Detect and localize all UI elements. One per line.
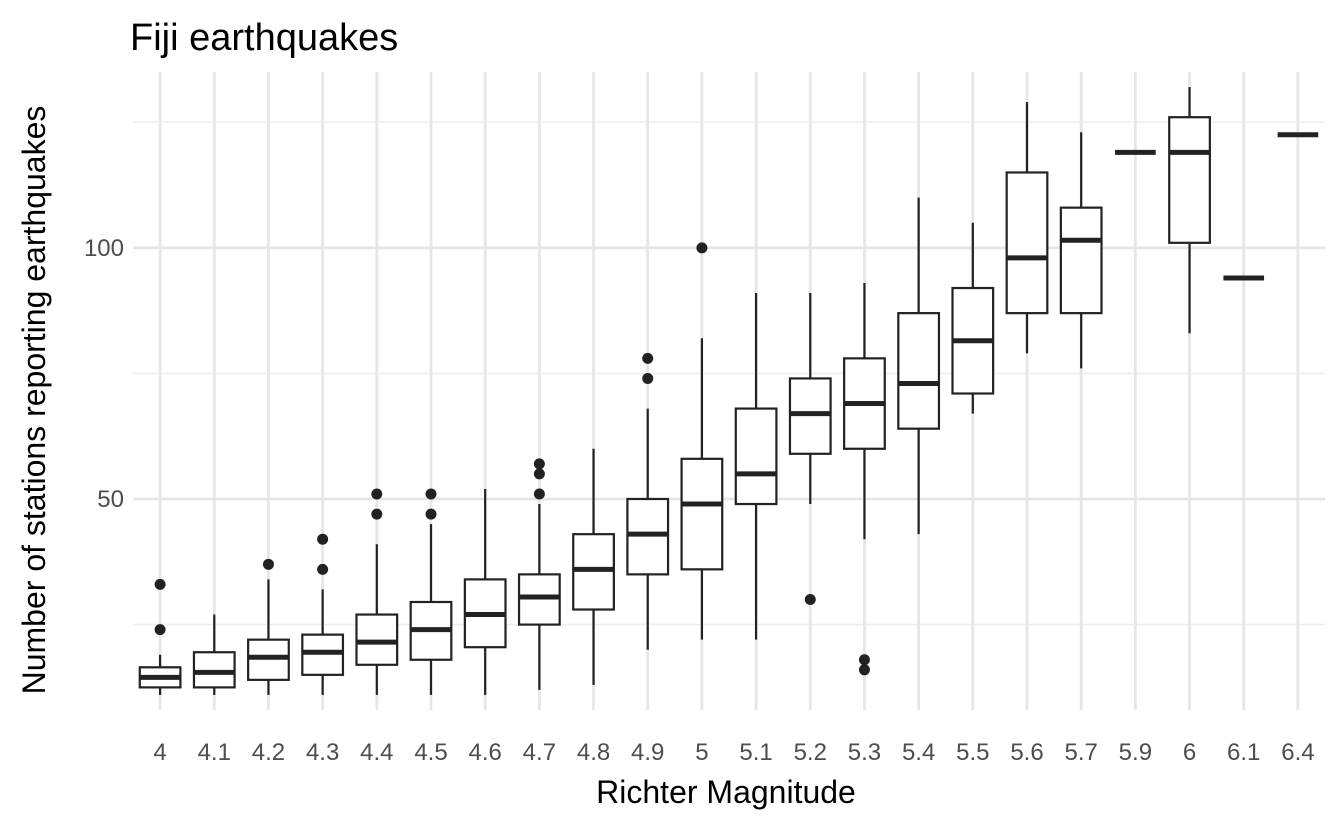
- x-tick-label: 5.5: [956, 739, 989, 766]
- box-group: [409, 488, 453, 695]
- box-group: [192, 614, 236, 695]
- box: [192, 651, 236, 689]
- x-tick-label: 4.6: [468, 739, 501, 766]
- x-tick-label: 5.2: [794, 739, 827, 766]
- box-group: [626, 352, 670, 650]
- outlier-point: [858, 654, 870, 666]
- outlier-point: [425, 508, 437, 520]
- box: [1005, 171, 1049, 315]
- outlier-point: [642, 352, 654, 364]
- outlier-point: [371, 488, 383, 500]
- outlier-point: [642, 372, 654, 384]
- box: [1168, 116, 1211, 244]
- box: [897, 312, 941, 430]
- outlier-point: [533, 458, 545, 470]
- x-tick-label: 5.9: [1119, 739, 1152, 766]
- box-group: [788, 293, 832, 605]
- outlier-point: [696, 242, 708, 254]
- box: [247, 638, 290, 681]
- box-group: [247, 558, 290, 695]
- box-group: [1168, 87, 1211, 334]
- outlier-point: [371, 508, 383, 520]
- x-tick-label: 5.6: [1010, 739, 1043, 766]
- box-group: [951, 222, 995, 414]
- outlier-point: [262, 558, 274, 570]
- x-tick-label: 4.3: [306, 739, 339, 766]
- box-group: [1059, 132, 1103, 369]
- outlier-point: [804, 593, 816, 605]
- x-tick-label: 4.7: [523, 739, 556, 766]
- x-tick-label: 4.5: [414, 739, 447, 766]
- y-tick-label: 100: [84, 235, 124, 262]
- outlier-point: [317, 563, 329, 575]
- box: [626, 497, 670, 576]
- x-tick-label: 4: [153, 739, 166, 766]
- box: [301, 633, 345, 676]
- tick-labels: 50 100 4 4.1 4.2 4.3 4.4 4.5 4.6 4.7 4.8 4.9 5 5.1 5.2…: [84, 235, 1315, 766]
- outlier-point: [533, 468, 545, 480]
- y-axis-title: Number of stations reporting earthquakes: [16, 106, 52, 695]
- x-tick-label: 4.4: [360, 739, 393, 766]
- box-group: [355, 488, 399, 695]
- box-group: [897, 197, 941, 535]
- box-group: [1005, 102, 1049, 354]
- box: [680, 457, 724, 571]
- y-tick-label: 50: [97, 486, 124, 513]
- outlier-point: [154, 624, 166, 636]
- x-tick-label: 6.4: [1281, 739, 1314, 766]
- x-tick-label: 4.2: [252, 739, 285, 766]
- box: [517, 573, 561, 626]
- x-tick-label: 4.1: [198, 739, 231, 766]
- box-group: [843, 282, 886, 676]
- x-tick-label: 4.8: [577, 739, 610, 766]
- x-tick-label: 6: [1183, 739, 1196, 766]
- box: [734, 407, 778, 506]
- x-tick-label: 5.7: [1064, 739, 1097, 766]
- x-tick-label: 5.4: [902, 739, 935, 766]
- box: [788, 377, 832, 455]
- outlier-point: [154, 578, 166, 590]
- outlier-point: [858, 664, 870, 676]
- x-tick-label: 5.3: [848, 739, 881, 766]
- x-axis-title: Richter Magnitude: [596, 774, 856, 810]
- outlier-point: [425, 488, 437, 500]
- box-group: [680, 242, 724, 640]
- box-group: [517, 458, 561, 690]
- x-tick-label: 5.1: [739, 739, 772, 766]
- box-group: [138, 578, 182, 695]
- box-group: [463, 488, 507, 695]
- outlier-point: [317, 533, 329, 545]
- box: [572, 533, 615, 611]
- box-group: [301, 533, 345, 695]
- box-group: [734, 293, 778, 640]
- chart-title: Fiji earthquakes: [130, 17, 398, 59]
- box-group: [572, 448, 615, 685]
- x-tick-label: 5: [695, 739, 708, 766]
- grid: [133, 72, 1325, 710]
- boxplots: [138, 87, 1319, 695]
- x-tick-label: 6.1: [1227, 739, 1260, 766]
- box: [1059, 206, 1103, 315]
- outlier-point: [533, 488, 545, 500]
- x-tick-label: 4.9: [631, 739, 664, 766]
- box: [355, 613, 399, 666]
